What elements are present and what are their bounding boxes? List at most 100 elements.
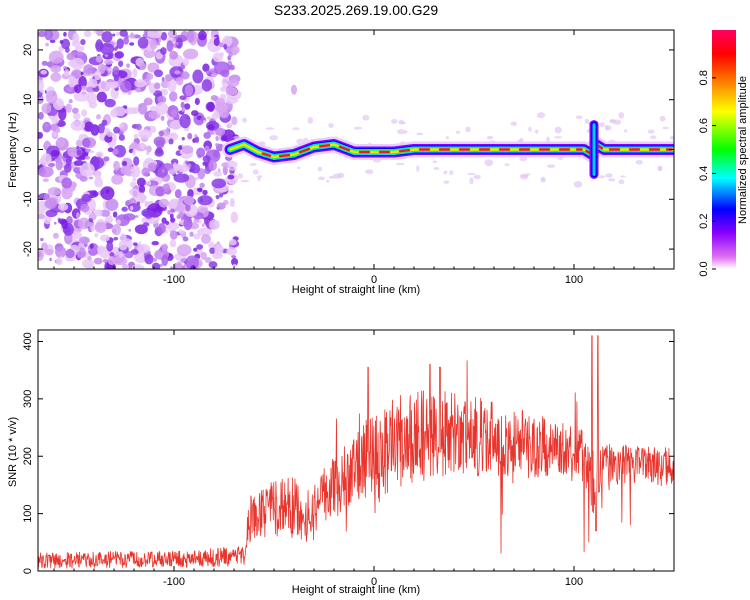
- noise-cell: [181, 108, 186, 113]
- noise-cell: [99, 209, 111, 217]
- noise-cell: [192, 69, 204, 84]
- colorbar-tick-label: 0.2: [698, 214, 710, 229]
- noise-cell: [76, 145, 80, 150]
- noise-cell: [226, 247, 238, 256]
- noise-cell: [58, 46, 64, 52]
- noise-cell: [200, 251, 207, 261]
- noise-cell: [110, 109, 118, 118]
- colorbar-tick-label: 0.8: [698, 70, 710, 85]
- faint-cell: [416, 132, 424, 136]
- ridge-peak: [298, 147, 311, 154]
- noise-cell: [210, 73, 216, 77]
- noise-cell: [160, 88, 169, 96]
- noise-cell: [227, 122, 233, 128]
- noise-cell: [87, 248, 91, 252]
- ridge-peak: [278, 153, 291, 158]
- noise-cell: [80, 39, 86, 46]
- noise-cell: [158, 198, 170, 208]
- faint-cell: [546, 164, 556, 168]
- noise-cell: [54, 221, 57, 225]
- noise-cell: [138, 192, 146, 204]
- noise-cell: [95, 151, 104, 159]
- noise-cell: [114, 51, 125, 59]
- noise-cell: [193, 247, 198, 252]
- noise-cell: [161, 254, 169, 267]
- noise-cell: [184, 103, 191, 110]
- noise-cell: [65, 248, 75, 259]
- noise-cell: [50, 72, 62, 82]
- faint-cell: [599, 175, 605, 179]
- faint-cell: [240, 179, 250, 183]
- noise-cell: [96, 245, 105, 254]
- noise-cell: [179, 95, 187, 101]
- spectrogram-y-tick-label: 10: [22, 94, 34, 106]
- noise-cell: [169, 119, 183, 131]
- noise-cell: [170, 199, 178, 208]
- noise-cell: [203, 119, 206, 123]
- noise-cell: [175, 76, 184, 86]
- snr-panel: -100 0 100 0 100 200 300 400 Height of straight…: [7, 329, 675, 596]
- noise-cell: [40, 153, 52, 165]
- noise-cell: [206, 116, 212, 120]
- noise-cell: [149, 38, 158, 50]
- faint-cell: [519, 174, 528, 178]
- noise-cell: [206, 101, 216, 113]
- noise-cell: [132, 149, 136, 156]
- noise-cell: [209, 247, 216, 254]
- noise-cell: [160, 31, 168, 41]
- spectrogram-y-tick-label: -10: [22, 191, 34, 207]
- ridge-peak: [318, 143, 331, 148]
- noise-cell: [196, 187, 203, 192]
- noise-cell: [107, 147, 114, 153]
- noise-cell: [71, 69, 83, 79]
- noise-cell: [167, 30, 177, 39]
- noise-cell: [47, 187, 62, 196]
- noise-cell: [59, 40, 64, 44]
- faint-cell: [391, 118, 398, 124]
- noise-cell: [169, 239, 177, 248]
- noise-cell: [93, 257, 103, 265]
- noise-cell: [214, 243, 224, 256]
- faint-cell: [292, 127, 300, 131]
- noise-cell: [203, 131, 211, 139]
- figure-title: S233.2025.269.19.00.G29: [274, 2, 438, 18]
- faint-cell: [256, 175, 263, 179]
- noise-cell: [134, 224, 148, 235]
- noise-cell: [199, 182, 205, 189]
- noise-cell: [95, 55, 103, 63]
- faint-cell: [554, 136, 563, 139]
- noise-cell: [222, 165, 228, 176]
- noise-cell: [56, 137, 62, 144]
- noise-cell: [120, 165, 134, 175]
- noise-cell: [200, 234, 212, 245]
- noise-cell: [40, 69, 48, 75]
- noise-cell: [183, 195, 195, 205]
- noise-cell: [51, 117, 60, 125]
- noise-cell: [186, 30, 195, 43]
- noise-cell: [142, 222, 150, 227]
- noise-cell: [196, 147, 206, 158]
- faint-cell: [584, 118, 589, 123]
- faint-cell: [486, 135, 494, 140]
- noise-cell: [81, 91, 87, 95]
- noise-cell: [169, 91, 178, 102]
- noise-cell: [144, 254, 154, 265]
- noise-cell: [179, 113, 191, 129]
- noise-cell: [231, 45, 240, 54]
- noise-cell: [93, 30, 96, 34]
- noise-cell: [164, 229, 168, 234]
- noise-cell: [169, 266, 174, 269]
- noise-cell: [113, 160, 121, 171]
- noise-cell: [197, 227, 213, 237]
- noise-cell: [72, 112, 81, 120]
- noise-cell: [175, 37, 183, 49]
- faint-cell: [618, 179, 625, 185]
- faint-cell: [252, 169, 259, 175]
- noise-cell: [154, 82, 161, 90]
- noise-cell: [204, 167, 211, 175]
- faint-cell: [510, 121, 518, 126]
- faint-cell: [449, 170, 454, 176]
- noise-cell: [106, 131, 113, 137]
- noise-cell: [118, 60, 124, 68]
